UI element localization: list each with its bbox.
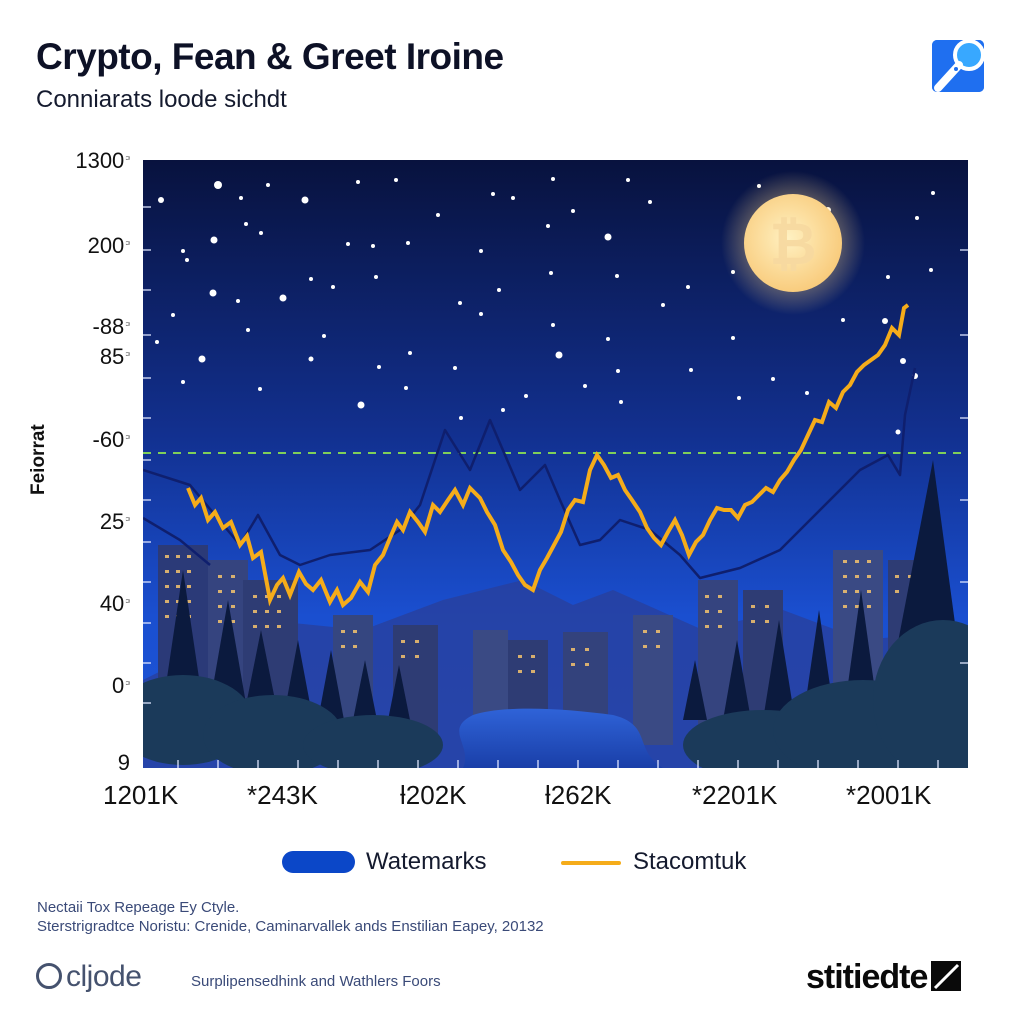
y-tick: 85ဒ: [38, 344, 130, 370]
source-note-line2: Sterstrigradtce Noristu: Crenide, Camina…: [37, 918, 544, 935]
chart-scene: ₿: [143, 160, 968, 768]
x-tick-label: ƚ202K: [400, 780, 467, 810]
y-tick-label: 1300: [75, 148, 125, 173]
y-tick-label: -60: [92, 427, 125, 452]
y-tick-suffix: ဒ: [125, 151, 130, 162]
swirl-logo-icon: [36, 963, 62, 989]
y-tick-suffix: ဒ: [125, 512, 130, 523]
svg-text:₿: ₿: [769, 212, 816, 277]
x-axis-ticks: [177, 760, 939, 768]
series-line-stacomtuk: [186, 303, 910, 609]
chart-plot-area: ₿: [143, 160, 968, 768]
legend-label-watemarks: Watemarks: [366, 848, 487, 875]
brand-wordmark: stitiedte: [806, 958, 962, 997]
y-tick: 200ဒ: [38, 233, 130, 259]
x-tick-label: *2201K: [692, 780, 778, 810]
y-tick-suffix: ဒ: [125, 236, 130, 247]
brand-slash-square-icon: [931, 961, 962, 991]
legend-swatch-stacomtuk: [561, 861, 621, 865]
legend-label-stacomtuk: Stacomtuk: [633, 848, 747, 875]
chart-title: Crypto, Fean & Greet Iroine: [36, 36, 504, 77]
footer-attribution: Surplipensedhink and Wathlers Foors: [191, 973, 441, 990]
y-tick-label: 25: [99, 509, 125, 534]
y-tick-label: -88: [92, 314, 125, 339]
x-tick-label: ƚ262K: [545, 780, 612, 810]
brand-text: stitiedte: [806, 958, 928, 996]
y-tick-label: 85: [99, 344, 125, 369]
series-line-watemarks: [143, 367, 917, 580]
bitcoin-moon-icon: ₿: [721, 171, 865, 315]
river: [459, 708, 663, 768]
y-tick-label: 0: [112, 673, 125, 698]
chart-legend: Watemarks Stacomtuk: [0, 848, 1024, 878]
y-tick: -88ဒ: [38, 314, 131, 340]
footer-logo-text: cljode: [66, 960, 142, 993]
y-tick: 1300ဒ: [38, 148, 130, 174]
y-tick-suffix: ဒ: [125, 594, 130, 605]
y-tick: -60ဒ: [38, 427, 131, 453]
y-tick: 25ဒ: [38, 509, 130, 535]
y-tick-label: 200: [87, 233, 125, 258]
x-tick-label: *243K: [247, 780, 318, 810]
bushes: [143, 620, 968, 768]
x-tick-label: *2001K: [846, 780, 932, 810]
building-windows: [165, 555, 912, 673]
y-tick-suffix: ဒ: [125, 317, 130, 328]
y-tick: 0ဒ: [38, 673, 130, 699]
source-note-line1: Nectaii Tox Repeage Ey Ctyle.: [37, 899, 240, 916]
y-tick-suffix: ဒ: [125, 430, 130, 441]
y-tick-label: 40: [99, 591, 125, 616]
y-tick: 40ဒ: [38, 591, 130, 617]
y-axis-ticks: [143, 206, 968, 704]
y-tick: 9: [38, 750, 130, 776]
magnifier-badge-icon: [932, 40, 984, 92]
y-tick-suffix: ဒ: [125, 347, 130, 358]
series-line-watemarks-secondary: [143, 516, 211, 566]
x-tick-label: 1201K: [103, 780, 179, 810]
footer-logo-cljode: cljode: [36, 960, 142, 994]
y-tick-suffix: ဒ: [125, 676, 130, 687]
y-tick-label: 9: [117, 750, 130, 775]
chart-subtitle: Conniarats loode sichdt: [36, 86, 287, 113]
legend-swatch-watemarks: [282, 851, 355, 873]
